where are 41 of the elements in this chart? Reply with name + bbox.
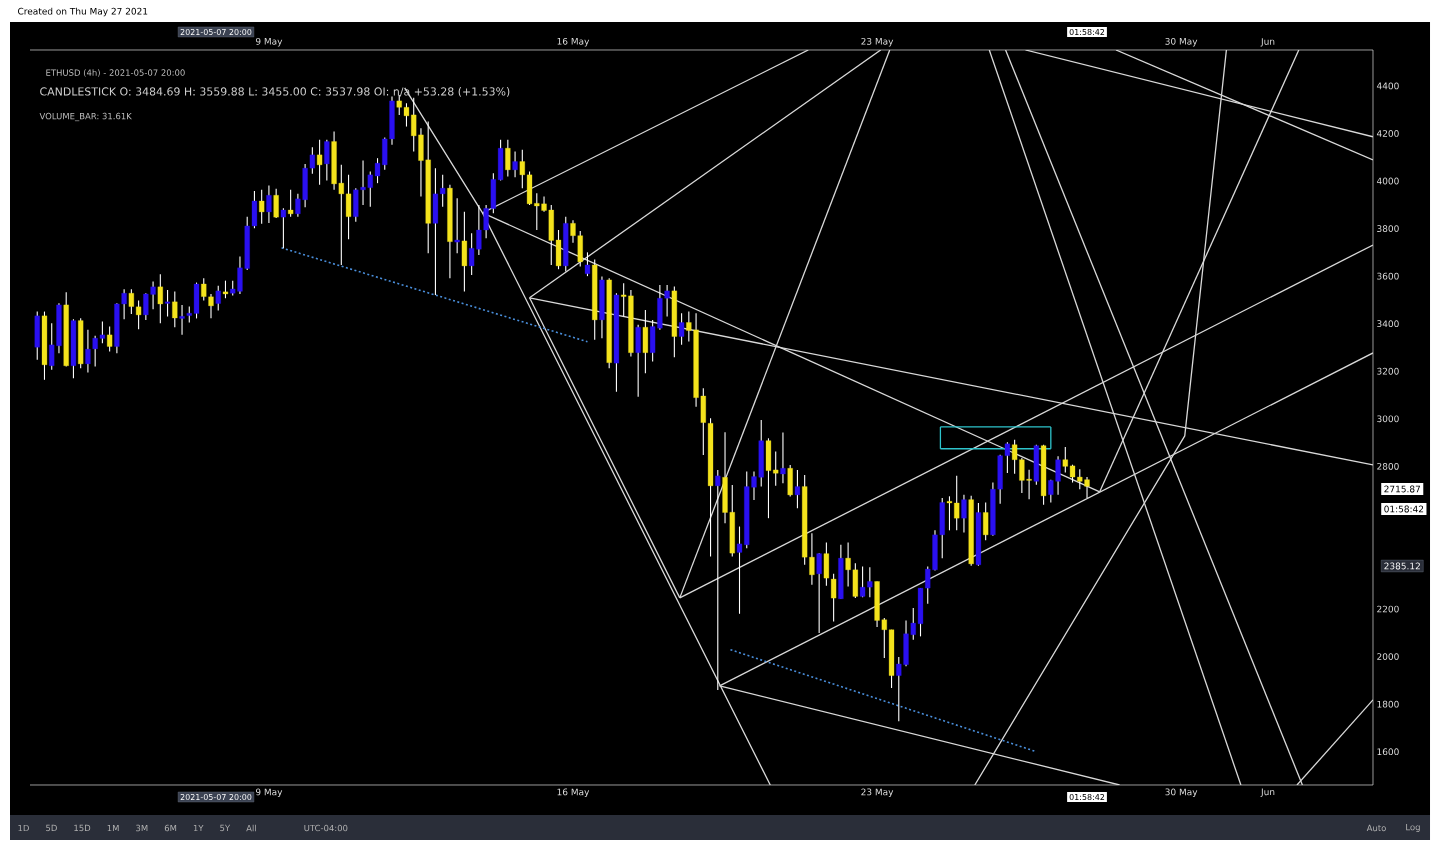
x-tick-label: 9 May bbox=[255, 37, 283, 47]
x2-tick-label: Jun bbox=[1260, 788, 1275, 797]
text: Auto bbox=[1366, 824, 1386, 832]
y-tick-label: 2000 bbox=[1377, 653, 1399, 660]
text: 6M bbox=[164, 824, 177, 832]
text: 5Y bbox=[220, 824, 231, 832]
x-tick-label: 23 May bbox=[861, 37, 894, 47]
y-tick-label: 3200 bbox=[1377, 367, 1399, 375]
y-tick-label: 3600 bbox=[1377, 272, 1399, 280]
text: 5D bbox=[46, 824, 57, 832]
text: 1M bbox=[107, 824, 119, 832]
x-tick-label: Jun bbox=[1260, 38, 1275, 47]
text: Log bbox=[1406, 824, 1420, 832]
x2-tick-label: 30 May bbox=[1165, 788, 1198, 798]
y-tick-label: 2200 bbox=[1377, 605, 1399, 613]
x2-tick-label: 23 May bbox=[861, 788, 894, 798]
y-tick-label: 1800 bbox=[1377, 700, 1399, 708]
x-tick-label: 30 May bbox=[1165, 37, 1198, 47]
y-tick-label: 1600 bbox=[1377, 748, 1399, 756]
text: 1Y bbox=[193, 824, 204, 832]
text: All bbox=[246, 824, 256, 832]
text: 2715.87 bbox=[1384, 485, 1421, 493]
text: 2385.12 bbox=[1384, 562, 1420, 570]
y-tick-label: 2800 bbox=[1377, 462, 1399, 470]
y-tick-label: 4200 bbox=[1376, 130, 1399, 137]
y-tick-label: 3400 bbox=[1377, 320, 1399, 328]
text: 3M bbox=[136, 824, 148, 832]
y-tick-label: 4000 bbox=[1376, 177, 1399, 185]
y-tick-label: 3800 bbox=[1377, 225, 1399, 232]
y-tick-label: 4400 bbox=[1376, 82, 1399, 90]
text: 15D bbox=[74, 824, 91, 832]
annotation: VOLUME_BAR: 31.61K bbox=[39, 112, 132, 122]
x2-tick-label: 9 May bbox=[255, 788, 283, 798]
text: Created on Thu May 27 2021 bbox=[18, 7, 148, 17]
text: ETHUSD (4h) - 2021-05-07 20:00 bbox=[46, 69, 185, 77]
x-tick-label: 16 May bbox=[557, 37, 590, 47]
x2-tick-label: 16 May bbox=[557, 788, 590, 798]
text: 1D bbox=[18, 824, 29, 832]
y-tick-label: 3000 bbox=[1377, 415, 1399, 423]
text: UTC-04:00 bbox=[304, 824, 348, 832]
text: 01:58:42 bbox=[1384, 505, 1424, 513]
